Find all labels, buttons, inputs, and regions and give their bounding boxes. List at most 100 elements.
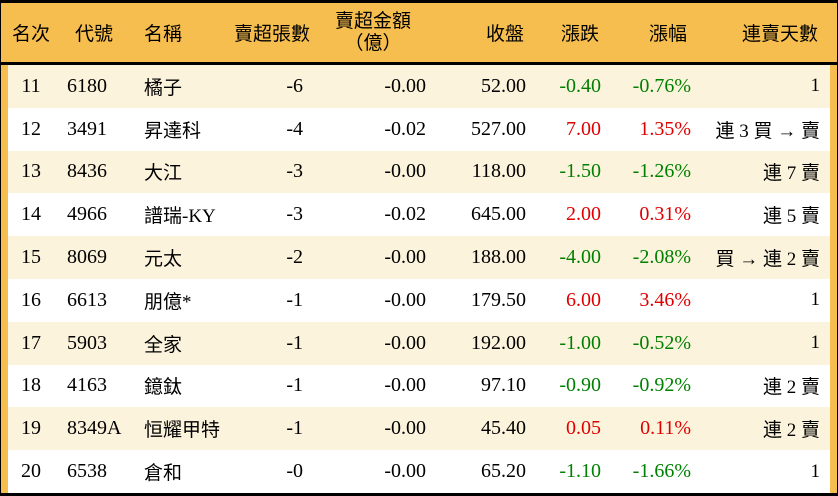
price-change-cell: -1.00 <box>559 331 601 354</box>
stock-name-cell: 倉和 <box>144 463 183 485</box>
stock-code-cell: 8436 <box>67 160 107 183</box>
rank-cell: 18 <box>21 374 41 397</box>
rank-cell: 11 <box>21 74 41 97</box>
close-price-cell: 645.00 <box>471 203 526 226</box>
stock-code-cell: 8349A <box>67 417 122 440</box>
stock-name-cell: 橘子 <box>144 77 183 99</box>
change-pct-cell: -2.08% <box>632 246 691 269</box>
rank-cell: 20 <box>21 460 41 483</box>
table-row: 15 8069 元太 -2 -0.00 188.00 -4.00 -2.08% … <box>8 236 830 279</box>
sell-streak-cell: 1 <box>810 289 821 311</box>
sell-volume-cell: -0 <box>286 460 303 483</box>
sell-volume-cell: -3 <box>286 203 303 226</box>
stock-code-cell: 5903 <box>67 331 107 354</box>
column-header-close: 收盤 <box>485 24 524 45</box>
stock-code-cell: 6538 <box>67 460 107 483</box>
column-header-sell-volume: 賣超張數 <box>233 24 310 45</box>
sell-streak-cell: 1 <box>810 460 821 482</box>
close-price-cell: 179.50 <box>471 288 526 311</box>
close-price-cell: 527.00 <box>471 117 526 140</box>
sell-amount-cell: -0.02 <box>384 117 426 140</box>
price-change-cell: -1.10 <box>559 460 601 483</box>
sell-volume-cell: -3 <box>286 160 303 183</box>
sell-streak-cell: 連 7 賣 <box>762 163 820 185</box>
price-change-cell: 7.00 <box>566 117 601 140</box>
table-row: 19 8349A 恒耀甲特 -1 -0.00 45.40 0.05 0.11% … <box>8 407 830 451</box>
price-change-cell: -0.90 <box>559 374 601 397</box>
sell-volume-cell: -1 <box>286 331 303 354</box>
stock-name-cell: 大江 <box>144 163 183 185</box>
price-change-cell: 0.05 <box>566 417 601 440</box>
stock-name-cell: 譜瑞-KY <box>144 206 216 228</box>
price-change-cell: 6.00 <box>566 288 601 311</box>
sell-streak-cell: 連 3 買 → 賣 <box>715 120 820 142</box>
rank-cell: 13 <box>21 160 41 183</box>
stock-name-cell: 昇達科 <box>144 120 202 142</box>
close-price-cell: 52.00 <box>481 74 526 97</box>
change-pct-cell: -0.52% <box>632 331 691 354</box>
sell-amount-cell: -0.00 <box>384 288 426 311</box>
table-header-row: 名次 代號 名稱 賣超張數 賣超金額 （億） 收盤 漲跌 漲幅 連賣天數 <box>1 3 837 65</box>
price-change-cell: 2.00 <box>566 203 601 226</box>
change-pct-cell: -1.66% <box>632 460 691 483</box>
price-change-cell: -0.40 <box>559 74 601 97</box>
sell-volume-cell: -2 <box>286 246 303 269</box>
close-price-cell: 118.00 <box>471 160 526 183</box>
table-row: 20 6538 倉和 -0 -0.00 65.20 -1.10 -1.66% 1 <box>8 450 830 493</box>
stock-name-cell: 全家 <box>144 334 183 356</box>
stock-code-cell: 3491 <box>67 117 107 140</box>
stock-code-cell: 4966 <box>67 203 107 226</box>
change-pct-cell: 1.35% <box>639 117 691 140</box>
sell-volume-cell: -1 <box>286 288 303 311</box>
column-header-sell-amount: 賣超金額 （億） <box>314 11 432 54</box>
rank-cell: 15 <box>21 246 41 269</box>
stock-code-cell: 8069 <box>67 246 107 269</box>
sell-volume-cell: -1 <box>286 374 303 397</box>
price-change-cell: -1.50 <box>559 160 601 183</box>
change-pct-cell: 3.46% <box>639 288 691 311</box>
sell-amount-cell: -0.00 <box>384 246 426 269</box>
sell-amount-cell: -0.00 <box>384 331 426 354</box>
stock-name-cell: 鐿鈦 <box>144 377 183 399</box>
rank-cell: 14 <box>21 203 41 226</box>
column-header-code: 代號 <box>74 24 113 45</box>
stock-code-cell: 6613 <box>67 288 107 311</box>
close-price-cell: 97.10 <box>481 374 526 397</box>
rank-cell: 16 <box>21 288 41 311</box>
column-header-sell-amount-line1: 賣超金額 <box>334 11 411 33</box>
sell-volume-cell: -1 <box>286 417 303 440</box>
sell-amount-cell: -0.00 <box>384 374 426 397</box>
close-price-cell: 65.20 <box>481 460 526 483</box>
table-row: 12 3491 昇達科 -4 -0.02 527.00 7.00 1.35% 連… <box>8 107 830 151</box>
sell-amount-cell: -0.00 <box>384 160 426 183</box>
table-row: 16 6613 朋億* -1 -0.00 179.50 6.00 3.46% 1 <box>8 278 830 322</box>
sell-streak-cell: 連 5 賣 <box>762 206 820 228</box>
sell-amount-cell: -0.00 <box>384 417 426 440</box>
table-body: 11 6180 橘子 -6 -0.00 52.00 -0.40 -0.76% 1… <box>1 65 837 493</box>
change-pct-cell: 0.11% <box>640 417 691 440</box>
column-header-sell-amount-line2: （億） <box>344 32 402 54</box>
column-header-change-pct: 漲幅 <box>648 24 687 45</box>
price-change-cell: -4.00 <box>559 246 601 269</box>
table-row: 14 4966 譜瑞-KY -3 -0.02 645.00 2.00 0.31%… <box>8 193 830 237</box>
sell-streak-cell: 買 → 連 2 賣 <box>715 249 820 271</box>
sell-volume-cell: -4 <box>286 117 303 140</box>
column-header-sell-streak: 連賣天數 <box>741 24 818 45</box>
change-pct-cell: -0.92% <box>632 374 691 397</box>
rank-cell: 19 <box>21 417 41 440</box>
stock-code-cell: 4163 <box>67 374 107 397</box>
sell-amount-cell: -0.00 <box>384 460 426 483</box>
stock-name-cell: 恒耀甲特 <box>144 420 221 442</box>
sell-amount-cell: -0.00 <box>384 74 426 97</box>
sell-volume-cell: -6 <box>286 74 303 97</box>
table-row: 17 5903 全家 -1 -0.00 192.00 -1.00 -0.52% … <box>8 321 830 365</box>
sell-amount-cell: -0.02 <box>384 203 426 226</box>
change-pct-cell: -1.26% <box>632 160 691 183</box>
table-row: 18 4163 鐿鈦 -1 -0.00 97.10 -0.90 -0.92% 連… <box>8 364 830 408</box>
close-price-cell: 45.40 <box>481 417 526 440</box>
stock-code-cell: 6180 <box>67 74 107 97</box>
stock-name-cell: 元太 <box>144 249 183 271</box>
sell-streak-cell: 連 2 賣 <box>762 420 820 442</box>
stock-name-cell: 朋億* <box>144 291 192 313</box>
table-row: 11 6180 橘子 -6 -0.00 52.00 -0.40 -0.76% 1 <box>8 65 830 108</box>
